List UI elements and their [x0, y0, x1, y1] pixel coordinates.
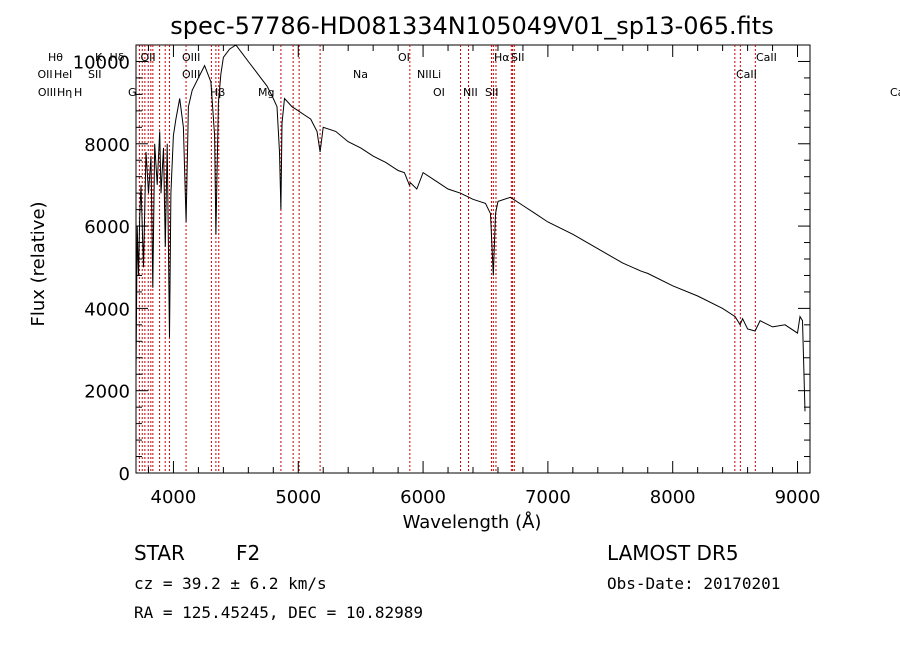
- emission-line-label: OII: [38, 68, 53, 81]
- redshift-velocity: cz = 39.2 ± 6.2 km/s: [134, 574, 327, 593]
- x-tick-label: 9000: [775, 487, 821, 508]
- emission-line-label: OII: [141, 51, 156, 64]
- emission-line-label: SII: [88, 68, 101, 81]
- spectrum-chart: spec-57786-HD081334N105049V01_sp13-065.f…: [28, 12, 900, 533]
- emission-line-label: SII: [511, 51, 524, 64]
- emission-line-label: HeI: [54, 68, 72, 81]
- emission-line-label: OI: [398, 51, 410, 64]
- y-tick-label: 2000: [84, 382, 130, 403]
- y-tick-label: 6000: [84, 217, 130, 238]
- emission-line-label: H: [74, 86, 82, 99]
- y-tick-label: 8000: [84, 135, 130, 156]
- emission-line-label: Hα: [494, 51, 510, 64]
- emission-line-label: CaII: [756, 51, 777, 64]
- emission-line-label: OI: [433, 86, 445, 99]
- object-type: STAR: [134, 541, 185, 565]
- emission-line-label: Na: [353, 68, 368, 81]
- x-axis-label: Wavelength (Å): [403, 511, 542, 533]
- emission-line-label: Hη: [57, 86, 72, 99]
- y-tick-label: 10000: [73, 52, 130, 73]
- x-tick-label: 5000: [275, 487, 321, 508]
- subclass: F2: [236, 541, 261, 565]
- emission-line-label: NII: [417, 68, 432, 81]
- emission-line-label: CaII: [736, 68, 757, 81]
- emission-line-markers: [138, 45, 756, 473]
- y-tick-label: 4000: [84, 299, 130, 320]
- coordinates: RA = 125.45245, DEC = 10.82989: [134, 603, 423, 622]
- emission-line-label: G: [128, 86, 137, 99]
- emission-line-label: SII: [485, 86, 498, 99]
- x-axis: 4000 5000 6000 7000 8000 9000: [147, 45, 821, 508]
- x-tick-label: 7000: [525, 487, 571, 508]
- emission-line-label: OIII: [182, 51, 200, 64]
- y-tick-label: 0: [119, 464, 130, 485]
- survey-name: LAMOST DR5: [607, 541, 739, 565]
- x-tick-label: 8000: [650, 487, 696, 508]
- spectrum-line: [135, 44, 806, 412]
- observation-date: Obs-Date: 20170201: [607, 574, 781, 593]
- emission-line-label: Li: [432, 68, 441, 81]
- emission-line-label: Hδ: [110, 51, 125, 64]
- y-axis: 0 2000 4000 6000 8000 10000: [73, 44, 810, 485]
- emission-line-label: CaII: [890, 86, 900, 99]
- emission-line-label: K: [95, 51, 103, 64]
- plot-frame: [135, 44, 811, 474]
- emission-line-label: Hβ: [210, 86, 225, 99]
- chart-title: spec-57786-HD081334N105049V01_sp13-065.f…: [170, 12, 773, 40]
- emission-line-label: OIII: [182, 68, 200, 81]
- x-tick-label: 6000: [400, 487, 446, 508]
- y-axis-label: Flux (relative): [28, 201, 49, 326]
- emission-line-label: Mg: [258, 86, 274, 99]
- emission-line-label: OIII: [38, 86, 56, 99]
- emission-line-label: Hθ: [48, 51, 63, 64]
- emission-line-label: NII: [463, 86, 478, 99]
- x-tick-label: 4000: [151, 487, 197, 508]
